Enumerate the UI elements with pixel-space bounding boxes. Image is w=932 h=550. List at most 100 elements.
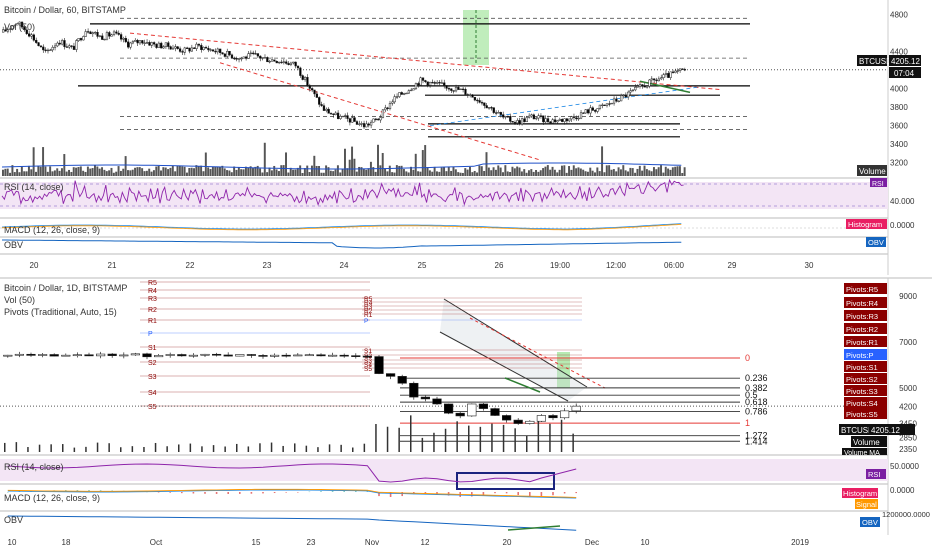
top-candle	[570, 116, 573, 120]
top-candle	[603, 104, 606, 107]
top-candle	[136, 40, 139, 44]
bottom-volume-bar	[259, 443, 261, 452]
top-candle	[30, 34, 33, 37]
top-volume-bar	[148, 168, 151, 176]
top-candle	[143, 42, 146, 44]
bottom-candle	[525, 420, 535, 424]
top-volume-bar	[351, 146, 354, 176]
top-volume-bar	[275, 169, 278, 176]
bottom-macd-hist	[517, 492, 519, 496]
top-candle	[63, 40, 66, 47]
top-volume-bar	[320, 172, 323, 176]
bottom-macd-hist	[169, 492, 171, 493]
bottom-divergence-arrow	[504, 377, 541, 393]
top-volume-bar	[516, 166, 519, 176]
top-volume-bar	[638, 165, 641, 176]
top-volume-bar	[570, 169, 573, 176]
top-volume-bar	[438, 171, 441, 176]
bottom-macd-hist	[436, 492, 438, 494]
top-volume-bar	[197, 166, 200, 176]
top-volume-bar	[565, 172, 568, 176]
top-candle	[539, 115, 543, 117]
top-candle	[325, 108, 328, 111]
top-volume-bar	[72, 167, 75, 176]
bottom-rsi-line	[7, 463, 577, 483]
top-candle	[313, 89, 316, 95]
bottom-candle	[130, 353, 141, 356]
top-volume-bar	[660, 165, 663, 176]
top-volume-bar	[299, 165, 302, 176]
bottom-macd-hist	[204, 492, 206, 494]
top-volume-bar	[195, 165, 198, 176]
bottom-x-tick: 10	[8, 538, 17, 547]
bottom-rsi-tag: RSI	[868, 470, 881, 479]
pivot-tag: Pivots:S1	[846, 363, 878, 372]
top-candle	[641, 84, 644, 86]
top-candle	[9, 28, 12, 30]
top-signal-line	[1, 224, 682, 231]
top-volume-bar	[183, 166, 186, 176]
top-candle	[353, 117, 356, 122]
top-volume-bar	[591, 170, 594, 176]
top-candle	[351, 117, 354, 123]
top-candle	[188, 47, 191, 52]
top-rsi-line	[1, 178, 684, 206]
top-volume-bar	[49, 166, 52, 176]
top-candle	[44, 49, 47, 51]
bottom-volume-bar	[491, 423, 493, 452]
top-volume-bar	[497, 165, 500, 176]
top-volume-bar	[631, 168, 634, 176]
top-candle	[381, 109, 385, 118]
top-candle	[247, 53, 250, 59]
fib-label: 0.618	[745, 397, 768, 407]
top-candle	[169, 46, 172, 50]
top-candle	[374, 118, 377, 120]
bottom-volume-bar	[352, 447, 354, 452]
top-candle	[268, 61, 271, 63]
pivot-label-current: R2	[364, 308, 373, 315]
top-candle	[676, 70, 679, 72]
top-volume-bar	[145, 170, 148, 176]
top-volume-bar	[296, 167, 299, 176]
top-candle	[466, 94, 469, 96]
top-candle	[403, 93, 406, 95]
bottom-candle	[119, 354, 129, 357]
pivot-label-current: S1	[364, 348, 372, 355]
top-candle	[334, 112, 337, 115]
top-volume-bar	[596, 167, 599, 176]
top-volume-bar	[471, 172, 474, 176]
top-volume-bar	[242, 169, 245, 176]
top-volume-bar	[214, 166, 217, 176]
top-volume-bar	[244, 166, 247, 176]
top-candle	[214, 50, 217, 53]
top-candle	[96, 32, 99, 37]
bottom-macd-hist	[505, 492, 508, 494]
bottom-macd-label: MACD (12, 26, close, 9)	[4, 493, 100, 503]
top-rsi-level: 40.000	[890, 197, 915, 206]
top-histogram-tag: Histogram	[848, 220, 882, 229]
top-volume-bar	[82, 170, 85, 176]
top-volume-bar	[254, 166, 257, 176]
top-candle	[61, 40, 64, 45]
top-volume-bar	[643, 165, 646, 176]
bottom-macd-hist	[297, 492, 299, 493]
top-volume-bar	[108, 170, 111, 176]
bottom-candle	[385, 373, 396, 377]
top-candle	[615, 98, 618, 102]
top-candle	[605, 103, 609, 106]
top-candle	[520, 118, 524, 125]
top-volume-bar	[563, 165, 566, 176]
bottom-x-tick: 10	[641, 538, 650, 547]
top-volume-bar	[292, 169, 295, 176]
top-volume-bar	[134, 167, 137, 176]
top-volume-bar	[51, 171, 54, 176]
top-volume-bar	[466, 169, 469, 176]
top-volume-bar	[218, 166, 221, 176]
top-volume-bar	[598, 171, 601, 176]
top-y-tick: 3400	[890, 140, 908, 149]
top-volume-bar	[358, 166, 361, 176]
bottom-volume-bar	[270, 442, 273, 452]
top-candle	[160, 42, 163, 49]
bottom-volume-bar	[433, 432, 435, 452]
top-volume-bar	[612, 169, 615, 176]
